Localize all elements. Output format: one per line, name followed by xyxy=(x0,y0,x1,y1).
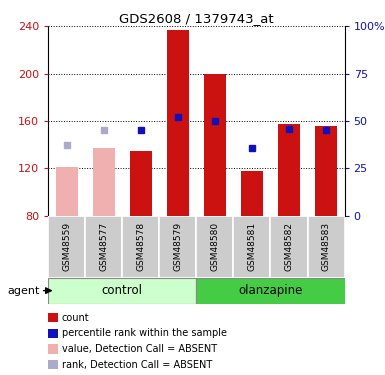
Bar xyxy=(48,216,85,278)
Text: GSM48583: GSM48583 xyxy=(321,222,331,271)
Bar xyxy=(315,126,337,216)
Text: GSM48577: GSM48577 xyxy=(99,222,108,271)
Text: GSM48559: GSM48559 xyxy=(62,222,71,271)
Bar xyxy=(278,124,300,216)
Text: GSM48580: GSM48580 xyxy=(210,222,219,271)
Text: olanzapine: olanzapine xyxy=(238,284,303,297)
Text: GSM48582: GSM48582 xyxy=(285,222,293,271)
Bar xyxy=(48,278,196,304)
Bar xyxy=(270,216,308,278)
Bar xyxy=(130,150,152,216)
Title: GDS2608 / 1379743_at: GDS2608 / 1379743_at xyxy=(119,12,274,25)
Text: percentile rank within the sample: percentile rank within the sample xyxy=(62,328,227,338)
Text: rank, Detection Call = ABSENT: rank, Detection Call = ABSENT xyxy=(62,360,212,370)
Text: value, Detection Call = ABSENT: value, Detection Call = ABSENT xyxy=(62,344,217,354)
Bar xyxy=(159,216,196,278)
Bar xyxy=(196,216,233,278)
Text: count: count xyxy=(62,313,89,322)
Bar xyxy=(92,148,115,216)
Bar xyxy=(55,167,78,216)
Bar xyxy=(122,216,159,278)
Bar xyxy=(167,30,189,216)
Text: control: control xyxy=(102,284,143,297)
Bar xyxy=(241,171,263,216)
Text: GSM48578: GSM48578 xyxy=(136,222,145,271)
Text: agent: agent xyxy=(8,286,40,296)
Bar xyxy=(204,74,226,216)
Bar xyxy=(233,216,270,278)
Bar xyxy=(308,216,345,278)
Text: GSM48579: GSM48579 xyxy=(173,222,182,271)
Text: GSM48581: GSM48581 xyxy=(248,222,256,271)
Bar xyxy=(85,216,122,278)
Bar xyxy=(196,278,345,304)
